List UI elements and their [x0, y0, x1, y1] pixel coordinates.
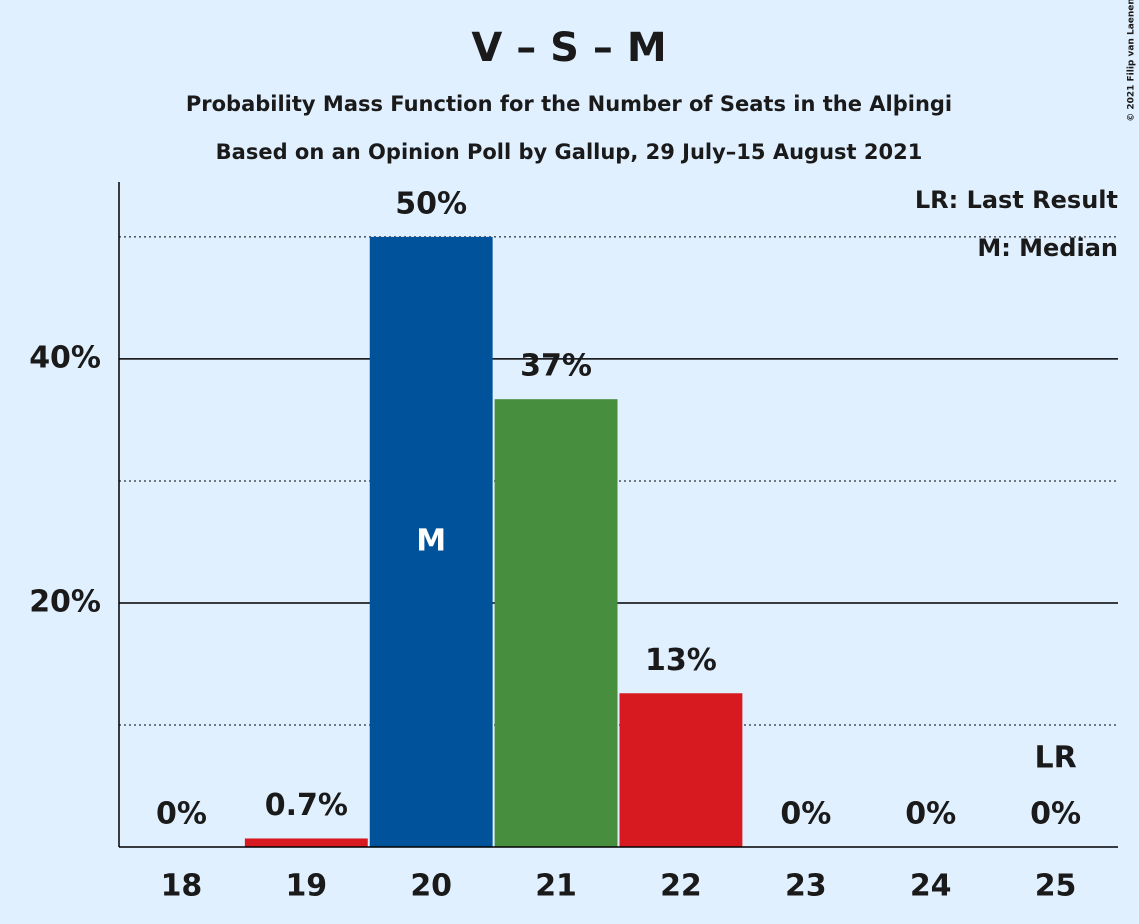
- chart-subtitle: Based on an Opinion Poll by Gallup, 29 J…: [216, 140, 923, 164]
- x-tick-label: 21: [535, 869, 577, 904]
- value-label: 0.7%: [265, 788, 348, 823]
- x-tick-label: 19: [285, 869, 327, 904]
- last-result-marker: LR: [1034, 741, 1076, 776]
- legend-entry: LR: Last Result: [915, 186, 1118, 214]
- chart-title: V – S – M: [471, 25, 666, 71]
- copyright: © 2021 Filip van Laenen: [1127, 0, 1137, 122]
- x-tick-label: 23: [785, 869, 827, 904]
- value-label: 0%: [1030, 797, 1081, 832]
- value-label: 0%: [780, 797, 831, 832]
- bar: [369, 236, 493, 847]
- x-tick-label: 20: [410, 869, 452, 904]
- value-label: 50%: [395, 186, 467, 221]
- legend-entry: M: Median: [977, 234, 1118, 262]
- chart-subtitle: Probability Mass Function for the Number…: [186, 92, 952, 116]
- value-label: 0%: [156, 797, 207, 832]
- bar: [244, 838, 368, 847]
- y-tick-label: 40%: [29, 340, 101, 375]
- x-tick-label: 18: [161, 869, 203, 904]
- x-tick-label: 25: [1035, 869, 1077, 904]
- x-tick-label: 24: [910, 869, 952, 904]
- bar: [619, 693, 743, 847]
- bar: [494, 399, 618, 847]
- value-label: 37%: [520, 349, 592, 384]
- value-label: 0%: [905, 797, 956, 832]
- value-label: 13%: [645, 643, 717, 678]
- y-tick-label: 20%: [29, 584, 101, 619]
- median-marker: M: [416, 523, 446, 558]
- x-tick-label: 22: [660, 869, 702, 904]
